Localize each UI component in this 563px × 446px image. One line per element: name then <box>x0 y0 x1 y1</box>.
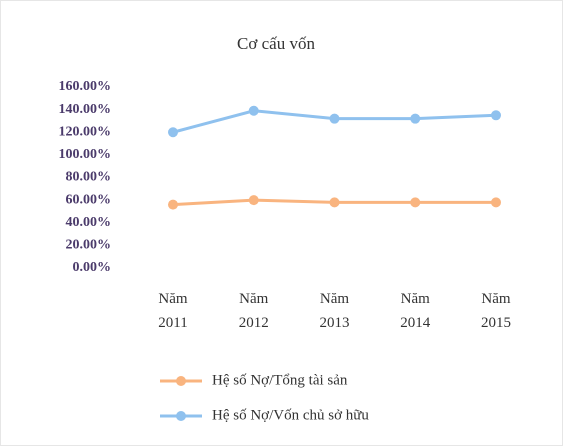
data-point <box>168 127 178 138</box>
data-point <box>248 195 259 206</box>
chart-title: Cơ cấu vốn <box>237 34 315 53</box>
data-point <box>410 197 421 208</box>
x-tick-label: Năm 2015 <box>481 291 511 331</box>
legend-label: Hệ số Nợ/Tổng tài sản <box>212 372 348 388</box>
data-point <box>329 113 340 124</box>
x-tick-label: Năm 2014 <box>400 291 431 331</box>
y-tick-label: 100.00% <box>59 147 112 162</box>
data-point <box>248 105 259 116</box>
y-tick-label: 120.00% <box>59 124 112 139</box>
x-tick-label: Năm 2011 <box>158 291 188 331</box>
x-tick-label: Năm 2013 <box>320 291 350 331</box>
y-tick-label: 60.00% <box>66 192 112 207</box>
y-tick-label: 160.00% <box>59 79 112 94</box>
y-tick-label: 20.00% <box>66 238 112 253</box>
data-point <box>491 110 501 121</box>
legend-label: Hệ số Nợ/Vốn chủ sở hữu <box>212 407 369 423</box>
data-point <box>410 113 421 124</box>
data-point <box>491 197 501 208</box>
y-tick-label: 140.00% <box>59 102 112 117</box>
y-tick-label: 0.00% <box>73 260 112 275</box>
x-tick-label: Năm 2012 <box>239 291 269 331</box>
legend-marker <box>176 376 186 386</box>
data-point <box>168 199 178 210</box>
legend-marker <box>176 411 186 421</box>
data-point <box>329 197 340 208</box>
y-tick-label: 40.00% <box>66 215 112 230</box>
y-tick-label: 80.00% <box>66 170 112 185</box>
